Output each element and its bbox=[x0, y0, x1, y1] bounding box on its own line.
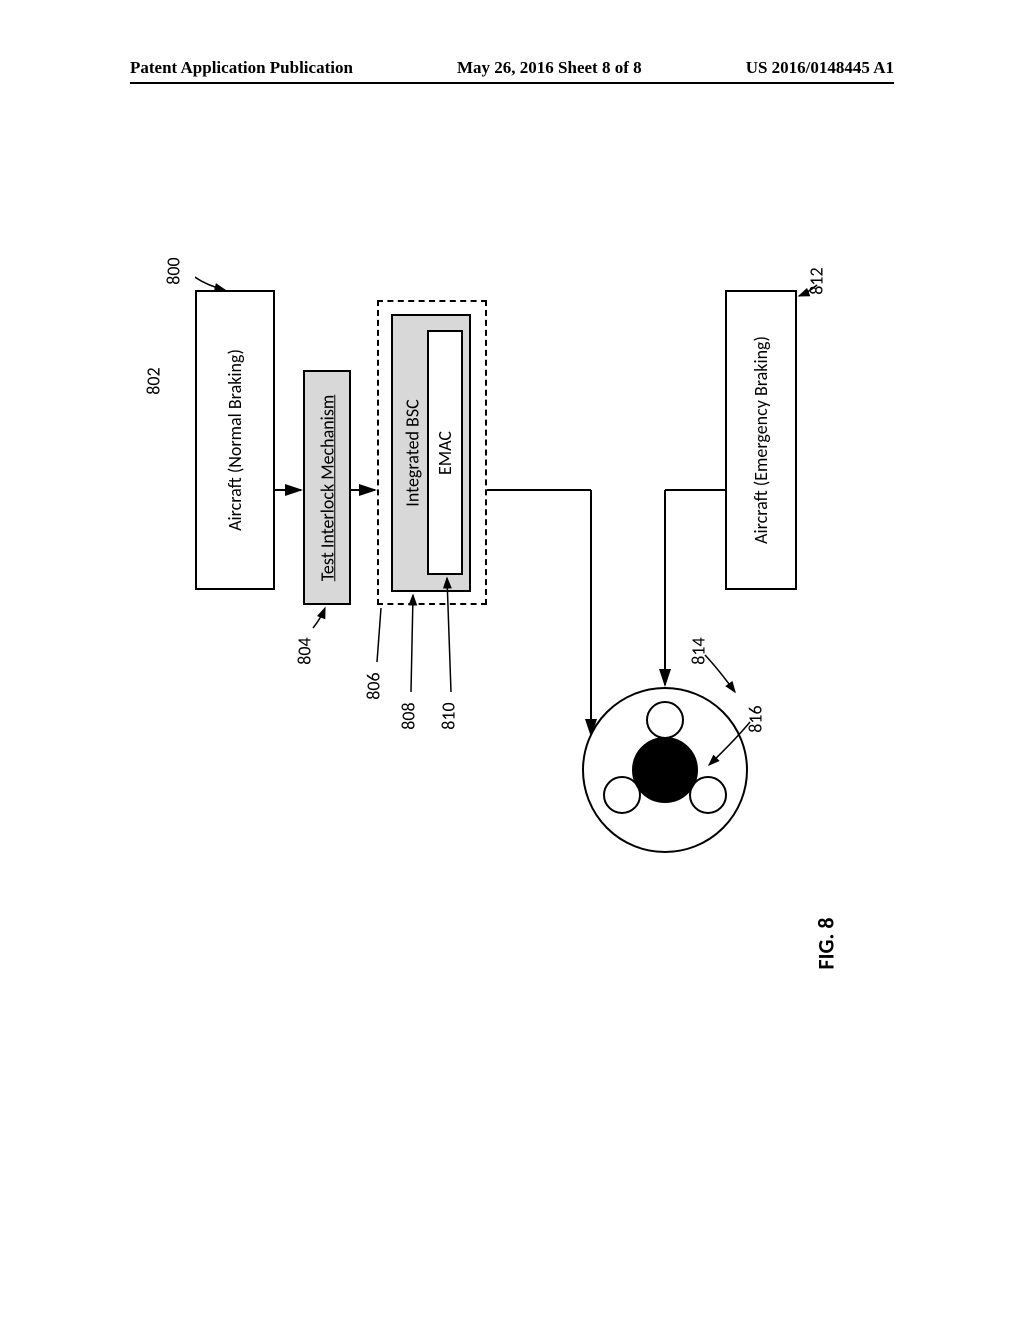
header-right: US 2016/0148445 A1 bbox=[746, 58, 894, 78]
block-interlock-label: Test Interlock Mechanism bbox=[316, 394, 338, 581]
ref-804: 804 bbox=[294, 637, 316, 664]
ref-802: 802 bbox=[143, 367, 165, 394]
header-left: Patent Application Publication bbox=[130, 58, 353, 78]
ref-812: 812 bbox=[806, 267, 828, 294]
block-interlock: Test Interlock Mechanism bbox=[303, 370, 351, 605]
ref-800: 800 bbox=[163, 257, 185, 284]
wheel-drawing bbox=[583, 688, 747, 852]
ref-816: 816 bbox=[745, 705, 767, 732]
figure-label: FIG. 8 bbox=[812, 918, 839, 970]
block-emergency-label: Aircraft (Emergency Braking) bbox=[750, 336, 772, 544]
block-normal-label: Aircraft (Normal Braking) bbox=[224, 349, 246, 531]
diagram-area: Aircraft (Normal Braking) Test Interlock… bbox=[195, 230, 815, 1060]
ref-806: 806 bbox=[363, 672, 385, 699]
block-normal-braking: Aircraft (Normal Braking) bbox=[195, 290, 275, 590]
block-emac-label: EMAC bbox=[434, 430, 456, 474]
header-center: May 26, 2016 Sheet 8 of 8 bbox=[457, 58, 642, 78]
ref-810: 810 bbox=[438, 702, 460, 729]
ref-814: 814 bbox=[688, 637, 710, 664]
header-rule bbox=[130, 82, 894, 84]
ref-808: 808 bbox=[398, 702, 420, 729]
block-emergency-braking: Aircraft (Emergency Braking) bbox=[725, 290, 797, 590]
page-header: Patent Application Publication May 26, 2… bbox=[0, 58, 1024, 78]
block-emac: EMAC bbox=[427, 330, 463, 575]
block-bsc-label: Integrated BSC bbox=[402, 399, 424, 506]
